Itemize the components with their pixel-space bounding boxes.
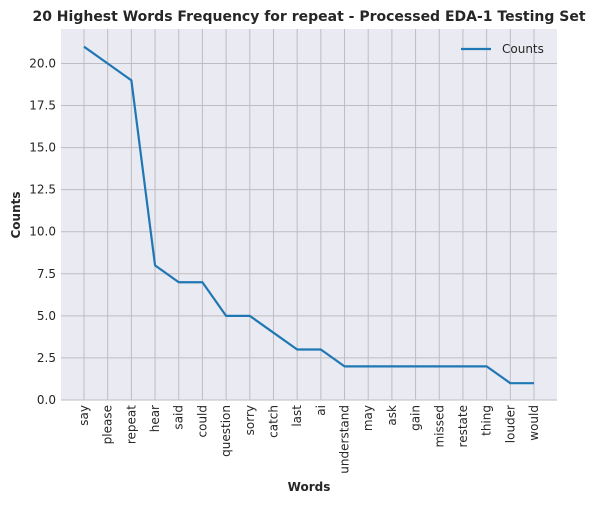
x-tick-label: catch <box>266 405 280 438</box>
x-tick-label: thing <box>480 405 494 436</box>
y-axis-label: Counts <box>9 191 23 238</box>
legend-label: Counts <box>502 42 544 56</box>
x-tick-label: please <box>101 405 115 444</box>
y-tick-label: 15.0 <box>29 141 56 155</box>
x-axis-label: Words <box>288 480 331 494</box>
x-tick-label: say <box>77 405 91 426</box>
x-tick-label: restate <box>456 405 470 447</box>
y-tick-label: 17.5 <box>29 99 56 113</box>
y-tick-label: 20.0 <box>29 56 56 70</box>
x-tick-label: repeat <box>124 405 138 444</box>
plot-area: 0.0 2.5 5.0 7.5 10.0 12.5 15.0 17.5 20.0 say pleas… <box>29 29 557 474</box>
x-tick-label: gain <box>409 405 423 431</box>
y-tick-label: 12.5 <box>29 183 56 197</box>
x-tick-label: may <box>361 405 375 431</box>
y-tick-label: 7.5 <box>37 267 56 281</box>
x-tick-label: said <box>172 405 186 430</box>
y-tick-label: 10.0 <box>29 225 56 239</box>
chart-title: 20 Highest Words Frequency for repeat - … <box>32 9 585 25</box>
x-tick-label: louder <box>503 405 517 443</box>
y-tick-label: 5.0 <box>37 309 56 323</box>
x-tick-label: missed <box>432 405 446 448</box>
plot-background <box>61 29 557 400</box>
x-tick-label: hear <box>148 405 162 432</box>
x-tick-label: sorry <box>243 405 257 435</box>
x-tick-label: last <box>290 405 304 427</box>
x-tick-label: would <box>527 405 541 441</box>
x-tick-label: could <box>195 405 209 438</box>
y-tick-label: 2.5 <box>37 351 56 365</box>
x-tick-label: ai <box>314 405 328 416</box>
y-tick-label: 0.0 <box>37 393 56 407</box>
x-tick-label: ask <box>385 405 399 426</box>
x-tick-label: question <box>219 405 233 457</box>
x-tick-label: understand <box>338 405 352 474</box>
